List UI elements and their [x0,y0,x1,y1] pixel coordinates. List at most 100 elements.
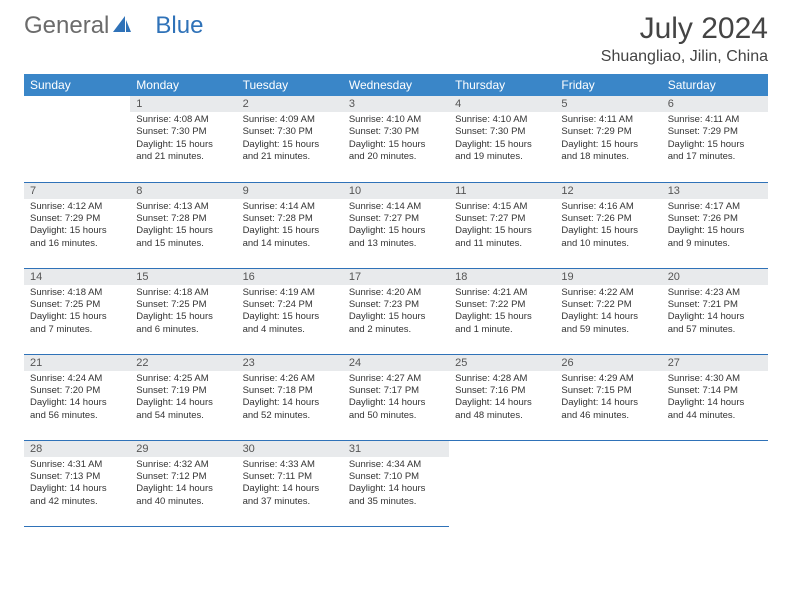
title-block: July 2024 Shuangliao, Jilin, China [601,12,768,66]
sunset-line: Sunset: 7:22 PM [455,299,549,311]
day-details: Sunrise: 4:23 AMSunset: 7:21 PMDaylight:… [662,285,768,340]
calendar-day-cell: 4Sunrise: 4:10 AMSunset: 7:30 PMDaylight… [449,96,555,182]
sunrise-line: Sunrise: 4:27 AM [349,373,443,385]
calendar-week-row: 28Sunrise: 4:31 AMSunset: 7:13 PMDayligh… [24,440,768,526]
sunset-line: Sunset: 7:10 PM [349,471,443,483]
day-details: Sunrise: 4:32 AMSunset: 7:12 PMDaylight:… [130,457,236,512]
calendar-day-cell: 27Sunrise: 4:30 AMSunset: 7:14 PMDayligh… [662,354,768,440]
sunset-line: Sunset: 7:21 PM [668,299,762,311]
sunrise-line: Sunrise: 4:26 AM [243,373,337,385]
daylight-line: Daylight: 14 hours and 54 minutes. [136,397,230,422]
day-details: Sunrise: 4:12 AMSunset: 7:29 PMDaylight:… [24,199,130,254]
calendar-day-cell: 12Sunrise: 4:16 AMSunset: 7:26 PMDayligh… [555,182,661,268]
calendar-week-row: 7Sunrise: 4:12 AMSunset: 7:29 PMDaylight… [24,182,768,268]
sunrise-line: Sunrise: 4:22 AM [561,287,655,299]
sunset-line: Sunset: 7:23 PM [349,299,443,311]
daylight-line: Daylight: 15 hours and 10 minutes. [561,225,655,250]
calendar-day-cell: 24Sunrise: 4:27 AMSunset: 7:17 PMDayligh… [343,354,449,440]
daylight-line: Daylight: 14 hours and 52 minutes. [243,397,337,422]
daylight-line: Daylight: 15 hours and 21 minutes. [243,139,337,164]
calendar-day-cell: 5Sunrise: 4:11 AMSunset: 7:29 PMDaylight… [555,96,661,182]
day-details: Sunrise: 4:10 AMSunset: 7:30 PMDaylight:… [343,112,449,167]
day-number: 31 [343,441,449,457]
day-number: 26 [555,355,661,371]
calendar-week-row: 21Sunrise: 4:24 AMSunset: 7:20 PMDayligh… [24,354,768,440]
calendar-day-cell: 17Sunrise: 4:20 AMSunset: 7:23 PMDayligh… [343,268,449,354]
day-details: Sunrise: 4:20 AMSunset: 7:23 PMDaylight:… [343,285,449,340]
daylight-line: Daylight: 14 hours and 44 minutes. [668,397,762,422]
day-details: Sunrise: 4:19 AMSunset: 7:24 PMDaylight:… [237,285,343,340]
sunrise-line: Sunrise: 4:11 AM [561,114,655,126]
sunset-line: Sunset: 7:30 PM [455,126,549,138]
daylight-line: Daylight: 15 hours and 9 minutes. [668,225,762,250]
day-number: 29 [130,441,236,457]
weekday-header: Wednesday [343,74,449,96]
sail-icon [111,14,133,39]
sunrise-line: Sunrise: 4:17 AM [668,201,762,213]
daylight-line: Daylight: 14 hours and 35 minutes. [349,483,443,508]
sunrise-line: Sunrise: 4:29 AM [561,373,655,385]
daylight-line: Daylight: 15 hours and 13 minutes. [349,225,443,250]
sunrise-line: Sunrise: 4:11 AM [668,114,762,126]
sunset-line: Sunset: 7:26 PM [561,213,655,225]
sunset-line: Sunset: 7:28 PM [136,213,230,225]
calendar-empty-cell [449,440,555,526]
weekday-header: Friday [555,74,661,96]
calendar-body: 1Sunrise: 4:08 AMSunset: 7:30 PMDaylight… [24,96,768,526]
sunrise-line: Sunrise: 4:25 AM [136,373,230,385]
sunset-line: Sunset: 7:14 PM [668,385,762,397]
daylight-line: Daylight: 15 hours and 15 minutes. [136,225,230,250]
sunrise-line: Sunrise: 4:23 AM [668,287,762,299]
day-number: 24 [343,355,449,371]
day-number: 7 [24,183,130,199]
day-number: 22 [130,355,236,371]
sunrise-line: Sunrise: 4:14 AM [349,201,443,213]
calendar-day-cell: 31Sunrise: 4:34 AMSunset: 7:10 PMDayligh… [343,440,449,526]
month-title: July 2024 [601,12,768,46]
day-details: Sunrise: 4:22 AMSunset: 7:22 PMDaylight:… [555,285,661,340]
day-details: Sunrise: 4:33 AMSunset: 7:11 PMDaylight:… [237,457,343,512]
weekday-header: Thursday [449,74,555,96]
daylight-line: Daylight: 15 hours and 2 minutes. [349,311,443,336]
calendar-week-row: 14Sunrise: 4:18 AMSunset: 7:25 PMDayligh… [24,268,768,354]
sunset-line: Sunset: 7:27 PM [349,213,443,225]
sunrise-line: Sunrise: 4:12 AM [30,201,124,213]
day-number: 5 [555,96,661,112]
calendar-table: SundayMondayTuesdayWednesdayThursdayFrid… [24,74,768,527]
sunrise-line: Sunrise: 4:08 AM [136,114,230,126]
calendar-day-cell: 28Sunrise: 4:31 AMSunset: 7:13 PMDayligh… [24,440,130,526]
day-details: Sunrise: 4:11 AMSunset: 7:29 PMDaylight:… [662,112,768,167]
daylight-line: Daylight: 14 hours and 42 minutes. [30,483,124,508]
sunset-line: Sunset: 7:22 PM [561,299,655,311]
sunrise-line: Sunrise: 4:14 AM [243,201,337,213]
sunset-line: Sunset: 7:30 PM [243,126,337,138]
brand-logo: General Blue [24,12,203,40]
day-number: 15 [130,269,236,285]
day-number: 18 [449,269,555,285]
calendar-day-cell: 25Sunrise: 4:28 AMSunset: 7:16 PMDayligh… [449,354,555,440]
sunset-line: Sunset: 7:19 PM [136,385,230,397]
sunset-line: Sunset: 7:30 PM [136,126,230,138]
sunrise-line: Sunrise: 4:19 AM [243,287,337,299]
day-details: Sunrise: 4:24 AMSunset: 7:20 PMDaylight:… [24,371,130,426]
day-number: 2 [237,96,343,112]
sunrise-line: Sunrise: 4:31 AM [30,459,124,471]
weekday-header: Saturday [662,74,768,96]
sunset-line: Sunset: 7:12 PM [136,471,230,483]
calendar-day-cell: 18Sunrise: 4:21 AMSunset: 7:22 PMDayligh… [449,268,555,354]
day-details: Sunrise: 4:28 AMSunset: 7:16 PMDaylight:… [449,371,555,426]
brand-part2: Blue [155,12,203,40]
daylight-line: Daylight: 15 hours and 20 minutes. [349,139,443,164]
location-text: Shuangliao, Jilin, China [601,48,768,66]
daylight-line: Daylight: 15 hours and 19 minutes. [455,139,549,164]
calendar-empty-cell [555,440,661,526]
sunset-line: Sunset: 7:26 PM [668,213,762,225]
day-number: 6 [662,96,768,112]
calendar-empty-cell [662,440,768,526]
calendar-day-cell: 26Sunrise: 4:29 AMSunset: 7:15 PMDayligh… [555,354,661,440]
calendar-day-cell: 30Sunrise: 4:33 AMSunset: 7:11 PMDayligh… [237,440,343,526]
daylight-line: Daylight: 14 hours and 37 minutes. [243,483,337,508]
daylight-line: Daylight: 15 hours and 14 minutes. [243,225,337,250]
day-details: Sunrise: 4:26 AMSunset: 7:18 PMDaylight:… [237,371,343,426]
weekday-header: Sunday [24,74,130,96]
